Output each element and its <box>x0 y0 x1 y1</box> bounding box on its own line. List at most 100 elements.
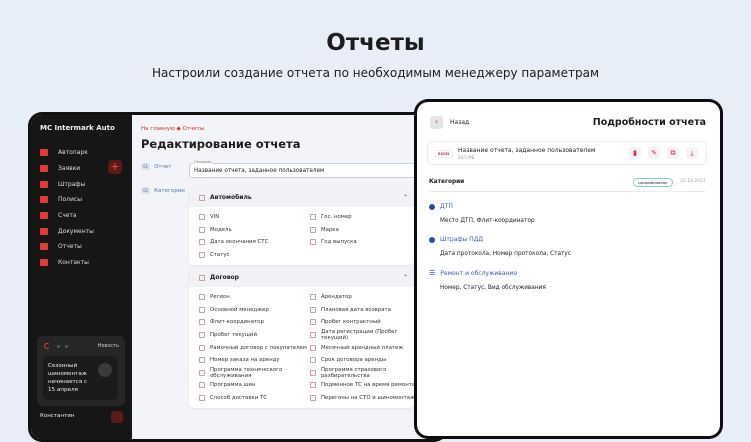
checkbox[interactable] <box>310 332 316 339</box>
sidebar-item[interactable]: Штрафы <box>40 176 130 192</box>
nav-icon <box>40 149 48 157</box>
sidebar-item[interactable]: Автопарк <box>40 145 130 161</box>
option-checkbox[interactable]: Марка <box>310 224 421 237</box>
checkbox[interactable] <box>310 395 316 402</box>
sidebar-item[interactable]: Счета <box>40 208 130 224</box>
option-checkbox[interactable]: Подменное ТС на время ремонта <box>310 379 421 392</box>
checkbox[interactable] <box>199 194 205 201</box>
user-name[interactable]: Константин <box>40 413 75 419</box>
option-checkbox[interactable]: Перегоны на СТО и шиномонтаж <box>310 392 421 405</box>
option-checkbox[interactable]: Дата окончания СТС <box>199 236 310 249</box>
file-size: 20,5 МБ <box>458 155 475 160</box>
option-checkbox[interactable]: Статус <box>199 249 310 262</box>
option-label: Марка <box>321 226 339 233</box>
user-icon[interactable] <box>111 411 123 423</box>
checkbox[interactable] <box>310 306 316 313</box>
detail-section: ДТП Место ДТП, Флит-координатор <box>429 203 535 224</box>
option-checkbox[interactable]: Дата регистрации (Пробег текущий) <box>310 329 421 342</box>
checkbox[interactable] <box>199 306 205 313</box>
option-label: Программа шин <box>210 382 256 389</box>
option-checkbox[interactable]: Месячный арендный платеж <box>310 341 421 354</box>
copy-icon[interactable]: ⧉ <box>667 147 679 159</box>
checkbox[interactable] <box>199 252 205 259</box>
report-name-input[interactable]: Название Название отчета, заданное пользо… <box>189 160 429 178</box>
option-checkbox[interactable]: Способ доставки ТС <box>199 392 310 405</box>
section-header[interactable]: Договор ⌃ <box>189 268 414 287</box>
step-label: Категории <box>154 187 185 194</box>
detail-section: Штрафы ПДД Дата протокола, Номер протокол… <box>429 236 571 257</box>
option-checkbox[interactable]: Модель <box>199 224 310 237</box>
option-checkbox[interactable]: Год выпуска <box>310 236 421 249</box>
option-checkbox[interactable]: Программа технического обслуживания <box>199 367 310 380</box>
checkbox[interactable] <box>199 395 205 402</box>
checkbox[interactable] <box>310 344 316 351</box>
edit-icon[interactable]: ✎ <box>648 147 660 159</box>
checkbox[interactable] <box>199 294 205 301</box>
breadcrumb-home[interactable]: На главную <box>141 126 175 132</box>
detail-section-title[interactable]: Ремонт и обслуживание <box>440 269 518 277</box>
checkbox[interactable] <box>310 369 316 376</box>
option-checkbox[interactable]: Срок договора аренды <box>310 354 421 367</box>
checkbox[interactable] <box>310 294 316 301</box>
checkbox[interactable] <box>199 274 205 281</box>
section-header[interactable]: Автомобиль ⌃ <box>189 188 414 207</box>
checkbox[interactable] <box>199 214 205 221</box>
option-checkbox[interactable]: VIN <box>199 211 310 224</box>
checkbox[interactable] <box>310 319 316 326</box>
option-checkbox[interactable]: Пробег текущий <box>199 329 310 342</box>
step-categories[interactable]: 02 Категории <box>141 187 185 194</box>
option-checkbox[interactable]: Флит-координатор <box>199 316 310 329</box>
step-num: 01 <box>141 163 151 170</box>
option-checkbox[interactable]: Программа шин <box>199 379 310 392</box>
file-card: EXCEL Название отчета, заданное пользова… <box>427 141 707 165</box>
checkbox[interactable] <box>199 344 205 351</box>
checkbox[interactable] <box>199 226 205 233</box>
add-request-button[interactable]: + <box>108 160 122 174</box>
section-car: Автомобиль ⌃ VIN Гос. номер Модель Марка Дата … <box>189 188 414 266</box>
option-checkbox[interactable]: Регион <box>199 291 310 304</box>
step-report[interactable]: 01 Отчет <box>141 163 171 170</box>
option-checkbox[interactable]: Гос. номер <box>310 211 421 224</box>
news-label: Новость <box>97 343 119 349</box>
detail-section-title[interactable]: Штрафы ПДД <box>440 236 484 243</box>
checkbox[interactable] <box>199 369 205 376</box>
checkbox[interactable] <box>310 357 316 364</box>
option-checkbox[interactable]: Пробег контрактный <box>310 316 421 329</box>
sidebar-item[interactable]: Заявки <box>40 161 130 177</box>
back-button[interactable]: ‹ <box>430 116 443 129</box>
option-checkbox[interactable]: Рамочный договор с покупателем <box>199 341 310 354</box>
option-checkbox[interactable]: Программа страхового разбирательства <box>310 367 421 380</box>
option-label: Год выпуска <box>321 239 357 246</box>
download-icon[interactable]: ⤓ <box>686 147 698 159</box>
sidebar: MC Intermark Auto Автопарк Заявки Штрафы По… <box>31 115 132 439</box>
checkbox[interactable] <box>310 214 316 221</box>
pager-dot[interactable] <box>65 345 68 348</box>
sidebar-item[interactable]: Документы <box>40 223 130 239</box>
option-checkbox[interactable]: Арендатор <box>310 291 421 304</box>
checkbox[interactable] <box>310 239 316 246</box>
sidebar-item[interactable]: Контакты <box>40 255 130 271</box>
chevron-up-icon[interactable]: ⌃ <box>402 274 408 281</box>
option-checkbox[interactable]: Плановая дата возврата <box>310 304 421 317</box>
option-checkbox[interactable]: Основной менеджер <box>199 304 310 317</box>
sidebar-item[interactable]: Полисы <box>40 192 130 208</box>
option-checkbox[interactable]: Номер заказа на аренду <box>199 354 310 367</box>
breadcrumb-reports[interactable]: Отчеты <box>182 126 205 132</box>
back-label[interactable]: Назад <box>450 119 470 126</box>
detail-section-title[interactable]: ДТП <box>440 203 453 210</box>
delete-icon[interactable]: ▮ <box>629 147 641 159</box>
option-label: Номер заказа на аренду <box>210 357 280 364</box>
checkbox[interactable] <box>199 239 205 246</box>
option-label: Регион <box>210 294 230 301</box>
list-icon: ☰ <box>429 269 436 277</box>
checkbox[interactable] <box>310 226 316 233</box>
checkbox[interactable] <box>199 332 205 339</box>
checkbox[interactable] <box>199 382 205 389</box>
checkbox[interactable] <box>310 382 316 389</box>
news-card[interactable]: Сезонный шиномонтаж начинается с 15 апре… <box>43 356 118 400</box>
checkbox[interactable] <box>199 319 205 326</box>
sidebar-item[interactable]: Отчеты <box>40 239 130 255</box>
chevron-up-icon[interactable]: ⌃ <box>402 194 408 201</box>
pager-dot[interactable] <box>57 345 60 348</box>
checkbox[interactable] <box>199 357 205 364</box>
